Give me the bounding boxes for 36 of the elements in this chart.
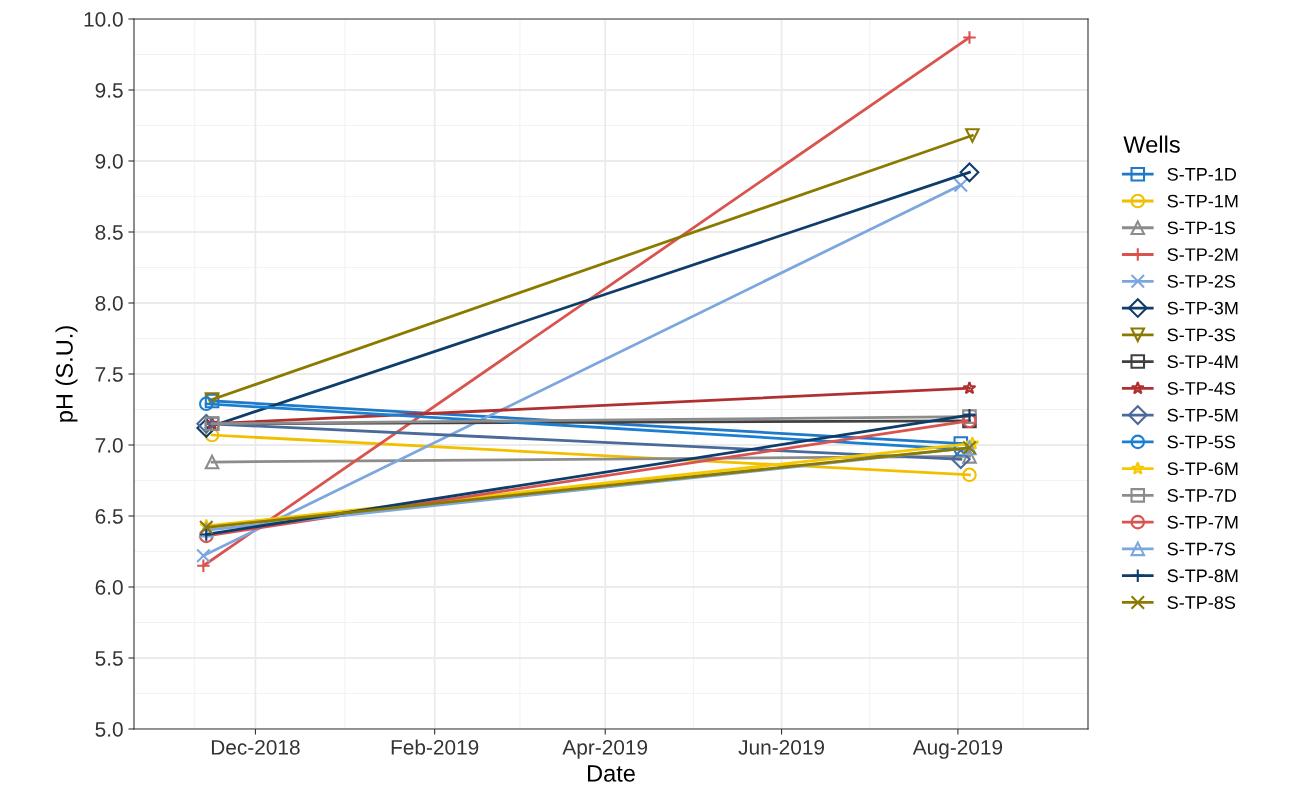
legend-label: S-TP-5M — [1167, 408, 1238, 422]
legend-label: S-TP-2S — [1167, 274, 1236, 288]
y-tick-label: 8.0 — [95, 296, 123, 311]
x-tick-label: Apr-2019 — [562, 739, 648, 759]
legend-label: S-TP-3S — [1167, 328, 1236, 342]
y-tick-label: 8.5 — [95, 225, 123, 240]
legend-label: S-TP-1M — [1167, 194, 1238, 208]
legend-label: S-TP-7S — [1167, 542, 1236, 556]
legend-label: S-TP-6M — [1167, 462, 1238, 476]
legend-label: S-TP-7D — [1167, 489, 1237, 502]
x-tick-label: Dec-2018 — [211, 739, 300, 755]
legend-label: S-TP-3M — [1167, 301, 1238, 315]
x-tick-label: Feb-2019 — [391, 739, 479, 755]
y-tick-label: 7.0 — [95, 438, 123, 453]
legend-label: S-TP-4S — [1167, 382, 1236, 395]
legend-label: S-TP-5S — [1167, 435, 1236, 449]
y-axis-title: pH (S.U.) — [55, 326, 78, 422]
y-tick-label: 9.5 — [95, 83, 123, 98]
y-tick-label: 5.0 — [95, 722, 123, 737]
y-tick-label: 7.5 — [95, 367, 123, 382]
y-tick-label: 9.0 — [95, 154, 123, 169]
x-tick-label: Jun-2019 — [738, 739, 825, 755]
legend-label: S-TP-4M — [1167, 355, 1238, 369]
x-tick-label: Aug-2019 — [912, 739, 1003, 759]
legend-label: S-TP-8S — [1167, 596, 1236, 609]
y-tick-label: 5.5 — [95, 651, 123, 666]
legend-label: S-TP-7M — [1167, 515, 1238, 529]
x-axis-title: Date — [588, 765, 635, 782]
y-tick-label: 6.0 — [95, 580, 123, 595]
y-tick-label: 6.5 — [95, 509, 123, 524]
y-tick-label: 10.0 — [84, 12, 123, 27]
legend-label: S-TP-1S — [1167, 221, 1236, 235]
legend-label: S-TP-8M — [1167, 569, 1238, 583]
legend-label: S-TP-2M — [1167, 248, 1238, 262]
legend-title: Wells — [1123, 135, 1180, 153]
legend-label: S-TP-1D — [1167, 167, 1237, 181]
